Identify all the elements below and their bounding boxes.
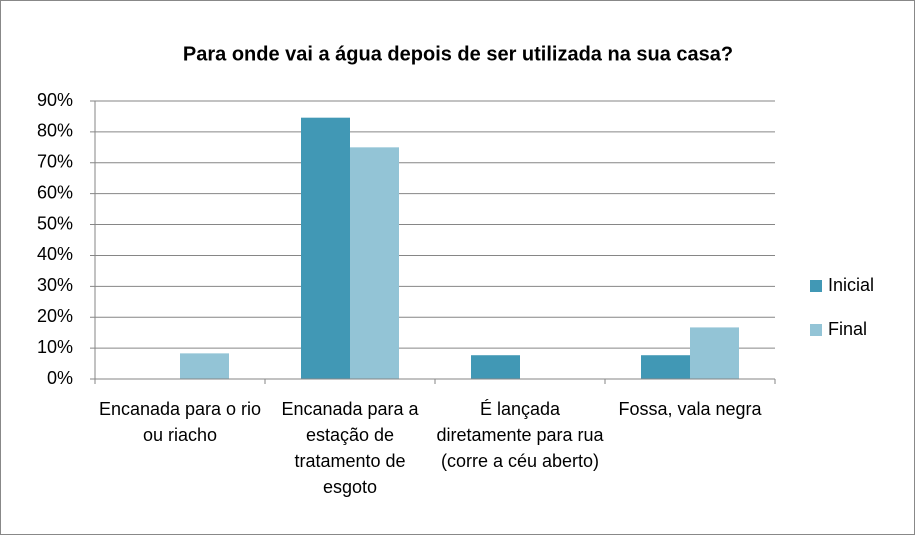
bar	[641, 355, 690, 379]
x-tick-label: Fossa, vala negra	[618, 399, 762, 419]
y-tick-label: 70%	[37, 152, 73, 172]
bar	[690, 327, 739, 379]
legend-label: Inicial	[828, 275, 874, 295]
legend-swatch	[810, 324, 822, 336]
y-tick-label: 60%	[37, 182, 73, 202]
x-tick-label: É lançada diretamente para rua (corre a …	[436, 399, 604, 471]
y-tick-label: 40%	[37, 244, 73, 264]
x-tick-label: Encanada para o rio ou riacho	[98, 399, 262, 445]
y-tick-label: 50%	[37, 213, 73, 233]
y-tick-label: 10%	[37, 337, 73, 357]
y-tick-label: 30%	[37, 275, 73, 295]
bar	[350, 147, 399, 379]
bar	[471, 355, 520, 379]
chart-title: Para onde vai a água depois de ser utili…	[183, 43, 733, 65]
x-tick-label: Encanada para a estação de tratamento de…	[281, 399, 419, 497]
bar	[301, 117, 350, 380]
y-tick-label: 80%	[37, 121, 73, 141]
y-tick-label: 20%	[37, 306, 73, 326]
bar	[180, 353, 229, 379]
y-tick-label: 0%	[47, 368, 73, 388]
y-tick-label: 90%	[37, 90, 73, 110]
legend-label: Final	[828, 319, 867, 339]
legend-swatch	[810, 280, 822, 292]
